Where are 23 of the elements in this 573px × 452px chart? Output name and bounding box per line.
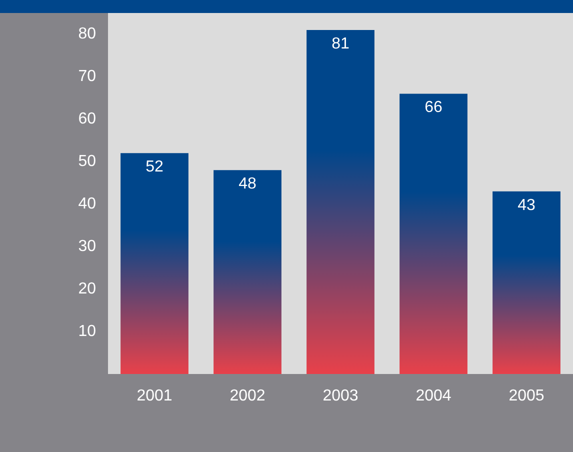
y-tick-label: 70 (78, 68, 96, 86)
y-tick-label: 10 (78, 323, 96, 340)
x-tick-label: 2003 (322, 388, 358, 404)
y-tick-label: 60 (78, 110, 96, 128)
bar (492, 191, 560, 374)
y-tick-label: 20 (78, 280, 96, 298)
bar (214, 170, 282, 374)
x-tick-label: 2002 (230, 388, 266, 404)
bar (400, 94, 468, 374)
data-label: 48 (238, 176, 256, 193)
x-tick-label: 2004 (416, 388, 452, 404)
y-tick-label: 30 (78, 238, 96, 256)
y-tick-label: 40 (78, 196, 96, 213)
x-tick-label: 2001 (136, 388, 172, 404)
data-label: 66 (424, 99, 442, 116)
data-label: 43 (518, 196, 536, 214)
x-tick-label: 2005 (508, 388, 544, 404)
y-tick-label: 50 (78, 153, 96, 170)
y-tick-label: 80 (78, 26, 96, 43)
data-label: 52 (146, 158, 164, 176)
bar (120, 153, 188, 374)
data-label: 81 (332, 35, 350, 52)
bar (306, 30, 374, 374)
